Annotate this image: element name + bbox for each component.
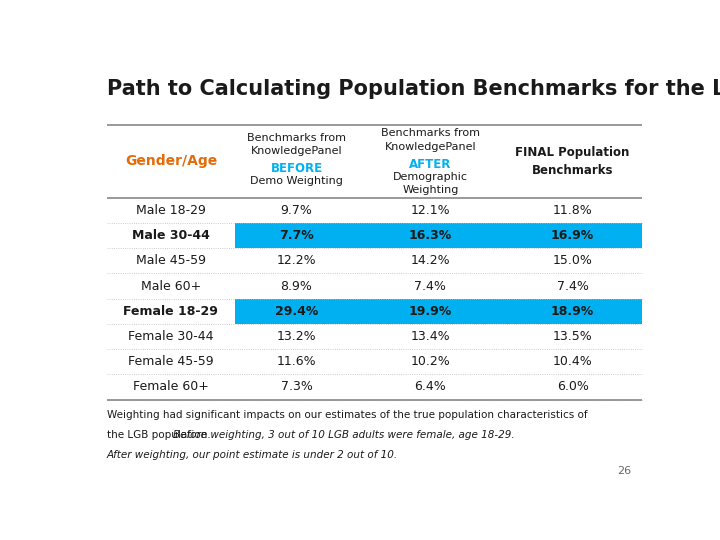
Text: 9.7%: 9.7% <box>281 204 312 217</box>
Text: Weighting had significant impacts on our estimates of the true population charac: Weighting had significant impacts on our… <box>107 410 588 420</box>
Text: 14.2%: 14.2% <box>410 254 450 267</box>
Text: 29.4%: 29.4% <box>275 305 318 318</box>
Bar <box>235 299 642 324</box>
Text: Benchmarks from
KnowledgePanel: Benchmarks from KnowledgePanel <box>381 129 480 152</box>
Text: 7.7%: 7.7% <box>279 229 314 242</box>
Text: Male 45-59: Male 45-59 <box>136 254 206 267</box>
Text: 6.4%: 6.4% <box>415 380 446 394</box>
Text: 7.4%: 7.4% <box>557 280 589 293</box>
Text: 13.4%: 13.4% <box>410 330 450 343</box>
Text: 6.0%: 6.0% <box>557 380 589 394</box>
Text: 16.3%: 16.3% <box>409 229 452 242</box>
Text: 19.9%: 19.9% <box>409 305 452 318</box>
Text: After weighting, our point estimate is under 2 out of 10.: After weighting, our point estimate is u… <box>107 450 398 460</box>
Text: 11.8%: 11.8% <box>553 204 593 217</box>
Text: AFTER: AFTER <box>409 158 451 171</box>
Text: 10.4%: 10.4% <box>553 355 593 368</box>
Text: Gender/Age: Gender/Age <box>125 154 217 168</box>
Text: Male 18-29: Male 18-29 <box>136 204 206 217</box>
Text: Female 18-29: Female 18-29 <box>123 305 218 318</box>
Text: 11.6%: 11.6% <box>276 355 316 368</box>
Text: 13.2%: 13.2% <box>276 330 316 343</box>
Text: 26: 26 <box>617 467 631 476</box>
Text: Benchmarks from
KnowledgePanel: Benchmarks from KnowledgePanel <box>247 133 346 156</box>
Text: 15.0%: 15.0% <box>553 254 593 267</box>
Text: 13.5%: 13.5% <box>553 330 593 343</box>
Text: Female 45-59: Female 45-59 <box>128 355 214 368</box>
Text: Male 30-44: Male 30-44 <box>132 229 210 242</box>
Text: Female 60+: Female 60+ <box>133 380 209 394</box>
Text: 7.4%: 7.4% <box>415 280 446 293</box>
Text: 8.9%: 8.9% <box>281 280 312 293</box>
Text: 12.1%: 12.1% <box>410 204 450 217</box>
Text: Demographic
Weighting: Demographic Weighting <box>393 172 468 195</box>
Text: Female 30-44: Female 30-44 <box>128 330 214 343</box>
Text: 16.9%: 16.9% <box>551 229 594 242</box>
Text: 7.3%: 7.3% <box>281 380 312 394</box>
Text: 10.2%: 10.2% <box>410 355 450 368</box>
Bar <box>235 223 642 248</box>
Text: 12.2%: 12.2% <box>276 254 316 267</box>
Text: Before weighting, 3 out of 10 LGB adults were female, age 18-29.: Before weighting, 3 out of 10 LGB adults… <box>173 430 514 440</box>
Text: Demo Weighting: Demo Weighting <box>250 176 343 186</box>
Text: Male 60+: Male 60+ <box>141 280 201 293</box>
Text: FINAL Population
Benchmarks: FINAL Population Benchmarks <box>516 146 630 177</box>
Text: the LGB population.: the LGB population. <box>107 430 217 440</box>
Text: 18.9%: 18.9% <box>551 305 594 318</box>
Text: BEFORE: BEFORE <box>271 161 323 174</box>
Text: Path to Calculating Population Benchmarks for the LGB Pop: Path to Calculating Population Benchmark… <box>107 79 720 99</box>
Text: GfK: GfK <box>634 23 688 50</box>
